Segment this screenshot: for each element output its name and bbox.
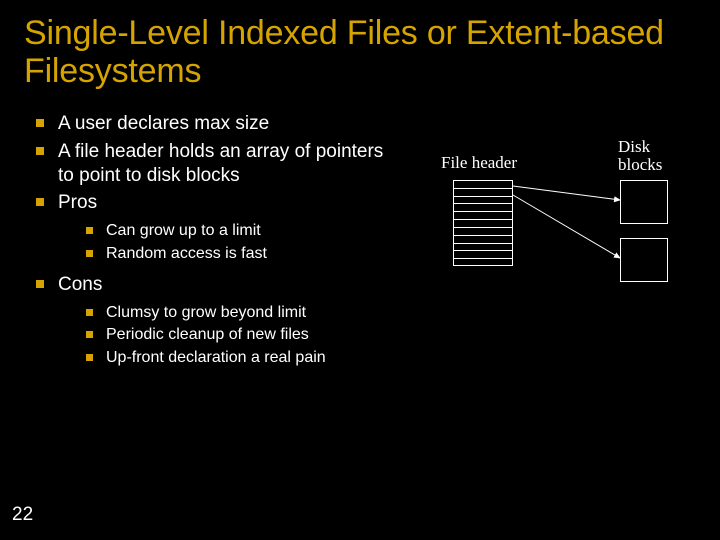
pointer-arrows: [0, 0, 720, 540]
slide: Single-Level Indexed Files or Extent-bas…: [0, 0, 720, 540]
